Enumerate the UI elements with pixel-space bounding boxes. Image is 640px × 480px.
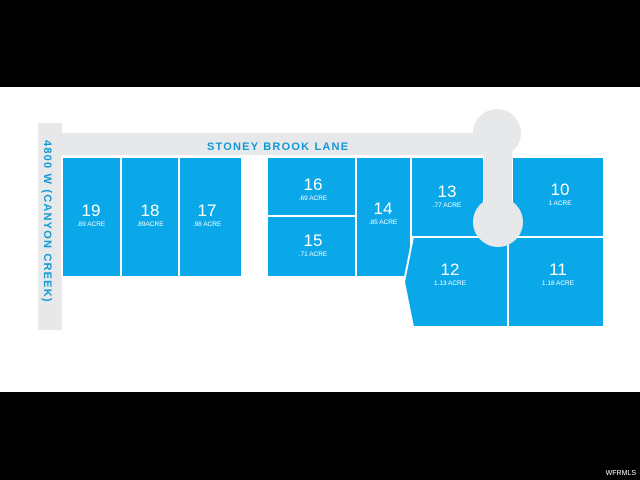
lot-number: 12	[441, 260, 460, 279]
lot-16[interactable]: 16 .69 ACRE	[266, 156, 357, 217]
lot-acreage: .89ACRE	[136, 221, 164, 228]
lot-number: 11	[549, 260, 567, 279]
lot-acreage: .69 ACRE	[299, 195, 328, 202]
lot-acreage: .89 ACRE	[77, 221, 106, 228]
road-4800-w	[38, 123, 62, 330]
road-stoney-brook-lane	[38, 133, 498, 155]
lot-number: 19	[82, 201, 101, 220]
lot-number: 16	[304, 175, 323, 194]
lot-acreage: .98 ACRE	[193, 221, 222, 228]
lot-acreage: 1.18 ACRE	[542, 280, 575, 287]
lot-14[interactable]: 14 .85 ACRE	[355, 156, 412, 278]
lot-number: 17	[198, 201, 217, 220]
street-label-stoney-brook-lane: STONEY BROOK LANE	[207, 141, 349, 153]
lot-11[interactable]: 11 1.18 ACRE	[507, 236, 605, 328]
watermark: WFRMLS	[606, 470, 637, 477]
lot-19[interactable]: 19 .89 ACRE	[61, 156, 122, 278]
lot-acreage: .85 ACRE	[369, 219, 398, 226]
lot-15[interactable]: 15 .71 ACRE	[266, 215, 357, 278]
lot-acreage: .77 ACRE	[433, 202, 462, 209]
street-label-4800-w: 4800 W (CANYON CREEK)	[41, 140, 53, 303]
lot-number: 14	[374, 199, 393, 218]
lot-acreage: .71 ACRE	[299, 251, 328, 258]
lot-acreage: 1 ACRE	[548, 200, 572, 207]
lot-18[interactable]: 18 .89ACRE	[120, 156, 180, 278]
cul-de-sac-top	[473, 109, 521, 157]
lot-number: 15	[304, 231, 323, 250]
lot-17[interactable]: 17 .98 ACRE	[178, 156, 243, 278]
lot-number: 18	[141, 201, 160, 220]
lot-number: 10	[551, 180, 570, 199]
lot-12[interactable]: 12 1.13 ACRE	[402, 236, 509, 328]
lot-acreage: 1.13 ACRE	[434, 280, 467, 287]
lot-number: 13	[438, 182, 457, 201]
lot-13[interactable]: 13 .77 ACRE	[410, 156, 485, 238]
lot-10[interactable]: 10 1 ACRE	[511, 156, 605, 238]
lots: 19 .89 ACRE 18 .89ACRE 17 .98 ACRE 16 .6…	[61, 156, 605, 328]
cul-de-sac-stem-overlay	[484, 155, 512, 215]
